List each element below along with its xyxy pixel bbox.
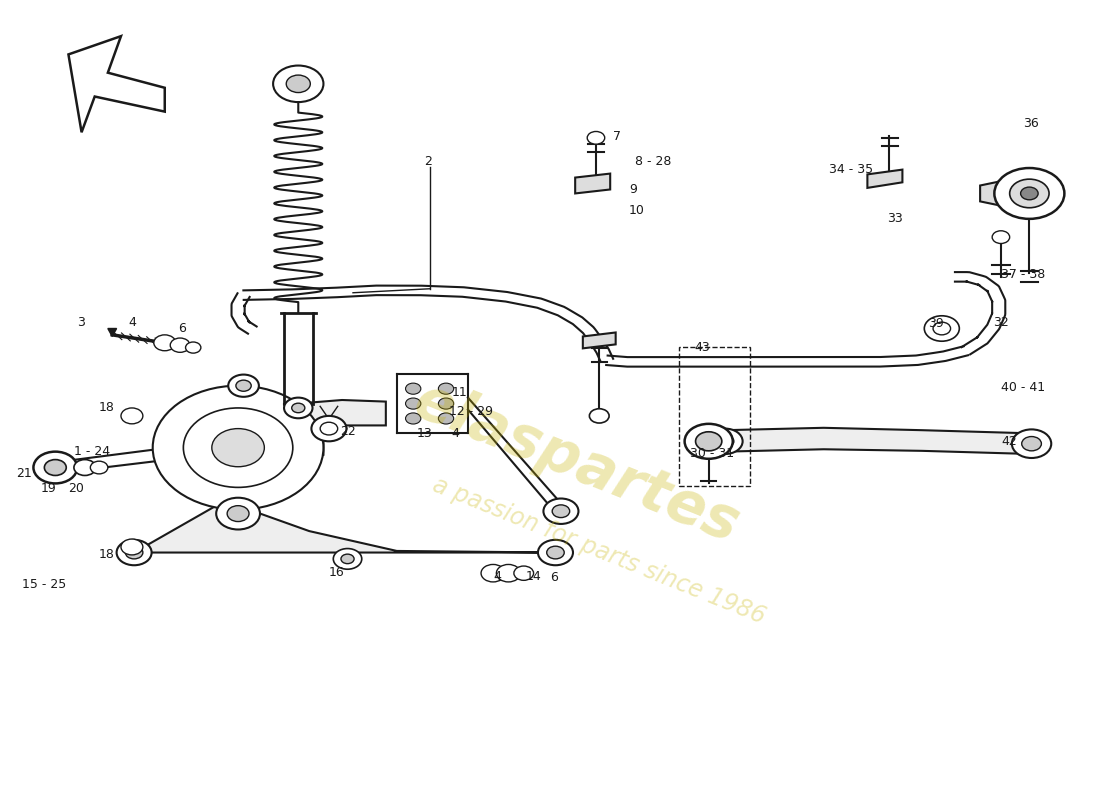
- Text: 4: 4: [493, 570, 500, 583]
- Text: 32: 32: [993, 316, 1009, 329]
- Circle shape: [590, 409, 609, 423]
- Polygon shape: [868, 170, 902, 188]
- Polygon shape: [583, 333, 616, 348]
- Circle shape: [552, 505, 570, 518]
- Text: 15 - 25: 15 - 25: [22, 578, 67, 591]
- Text: 39: 39: [927, 318, 944, 330]
- Circle shape: [154, 335, 176, 350]
- Text: 42: 42: [1001, 435, 1016, 448]
- Circle shape: [406, 398, 421, 409]
- Circle shape: [1021, 187, 1038, 200]
- Circle shape: [439, 383, 453, 394]
- Polygon shape: [575, 174, 611, 194]
- Circle shape: [44, 459, 66, 475]
- Text: 37 - 38: 37 - 38: [1001, 268, 1045, 281]
- Circle shape: [227, 506, 249, 522]
- Circle shape: [284, 398, 312, 418]
- Circle shape: [228, 374, 258, 397]
- Circle shape: [1012, 430, 1052, 458]
- Circle shape: [273, 66, 323, 102]
- Circle shape: [125, 546, 143, 559]
- Circle shape: [547, 546, 564, 559]
- Polygon shape: [725, 428, 1032, 454]
- Circle shape: [333, 549, 362, 570]
- Circle shape: [217, 498, 260, 530]
- Text: 1 - 24: 1 - 24: [74, 445, 110, 458]
- Polygon shape: [134, 506, 556, 553]
- Circle shape: [496, 565, 520, 582]
- Circle shape: [33, 452, 77, 483]
- Circle shape: [74, 459, 96, 475]
- Text: a passion for parts since 1986: a passion for parts since 1986: [429, 473, 769, 629]
- Circle shape: [684, 424, 733, 458]
- Text: 6: 6: [550, 571, 558, 585]
- Text: 9: 9: [629, 183, 637, 196]
- Circle shape: [439, 413, 453, 424]
- Polygon shape: [293, 400, 386, 456]
- Circle shape: [117, 540, 152, 566]
- Text: 11: 11: [451, 386, 468, 398]
- Text: 18: 18: [99, 549, 116, 562]
- Circle shape: [153, 386, 323, 510]
- Circle shape: [170, 338, 190, 352]
- Circle shape: [406, 383, 421, 394]
- Text: elaspartes: elaspartes: [406, 372, 748, 554]
- Circle shape: [992, 230, 1010, 243]
- Text: 10: 10: [629, 205, 645, 218]
- Text: 8 - 28: 8 - 28: [636, 155, 672, 168]
- Text: 7: 7: [614, 130, 622, 142]
- Polygon shape: [108, 329, 117, 337]
- Text: 4: 4: [451, 427, 460, 440]
- Circle shape: [543, 498, 579, 524]
- Circle shape: [121, 408, 143, 424]
- Circle shape: [707, 429, 743, 454]
- Circle shape: [716, 435, 734, 448]
- Text: 33: 33: [887, 212, 903, 226]
- Circle shape: [292, 403, 305, 413]
- Circle shape: [1010, 179, 1049, 208]
- Circle shape: [90, 461, 108, 474]
- Text: 16: 16: [329, 566, 344, 579]
- Text: 43: 43: [694, 341, 711, 354]
- Text: 34 - 35: 34 - 35: [829, 163, 873, 176]
- Circle shape: [311, 416, 346, 442]
- Text: 30 - 31: 30 - 31: [690, 446, 734, 460]
- Text: 20: 20: [68, 482, 85, 495]
- Text: 6: 6: [178, 322, 186, 335]
- Text: 19: 19: [41, 482, 57, 495]
- Circle shape: [286, 75, 310, 93]
- Text: 4: 4: [129, 316, 136, 329]
- Text: 3: 3: [77, 316, 85, 329]
- Text: 22: 22: [340, 426, 355, 438]
- Circle shape: [994, 168, 1065, 219]
- Text: 40 - 41: 40 - 41: [1001, 381, 1045, 394]
- Circle shape: [235, 380, 251, 391]
- Circle shape: [439, 398, 453, 409]
- Polygon shape: [68, 36, 165, 132]
- Text: 12 - 29: 12 - 29: [449, 406, 493, 418]
- Text: 14: 14: [526, 570, 541, 583]
- Text: 2: 2: [425, 155, 432, 168]
- Polygon shape: [980, 178, 1019, 210]
- Circle shape: [1022, 437, 1042, 451]
- Text: 18: 18: [99, 402, 116, 414]
- Circle shape: [406, 413, 421, 424]
- Circle shape: [121, 539, 143, 555]
- Circle shape: [514, 566, 534, 580]
- Text: 21: 21: [15, 466, 32, 479]
- Text: 36: 36: [1023, 117, 1038, 130]
- Text: 13: 13: [417, 427, 432, 440]
- Circle shape: [924, 316, 959, 342]
- Circle shape: [587, 131, 605, 144]
- Circle shape: [212, 429, 264, 466]
- Circle shape: [186, 342, 201, 353]
- Circle shape: [695, 432, 722, 451]
- Circle shape: [481, 565, 505, 582]
- Circle shape: [341, 554, 354, 564]
- Circle shape: [538, 540, 573, 566]
